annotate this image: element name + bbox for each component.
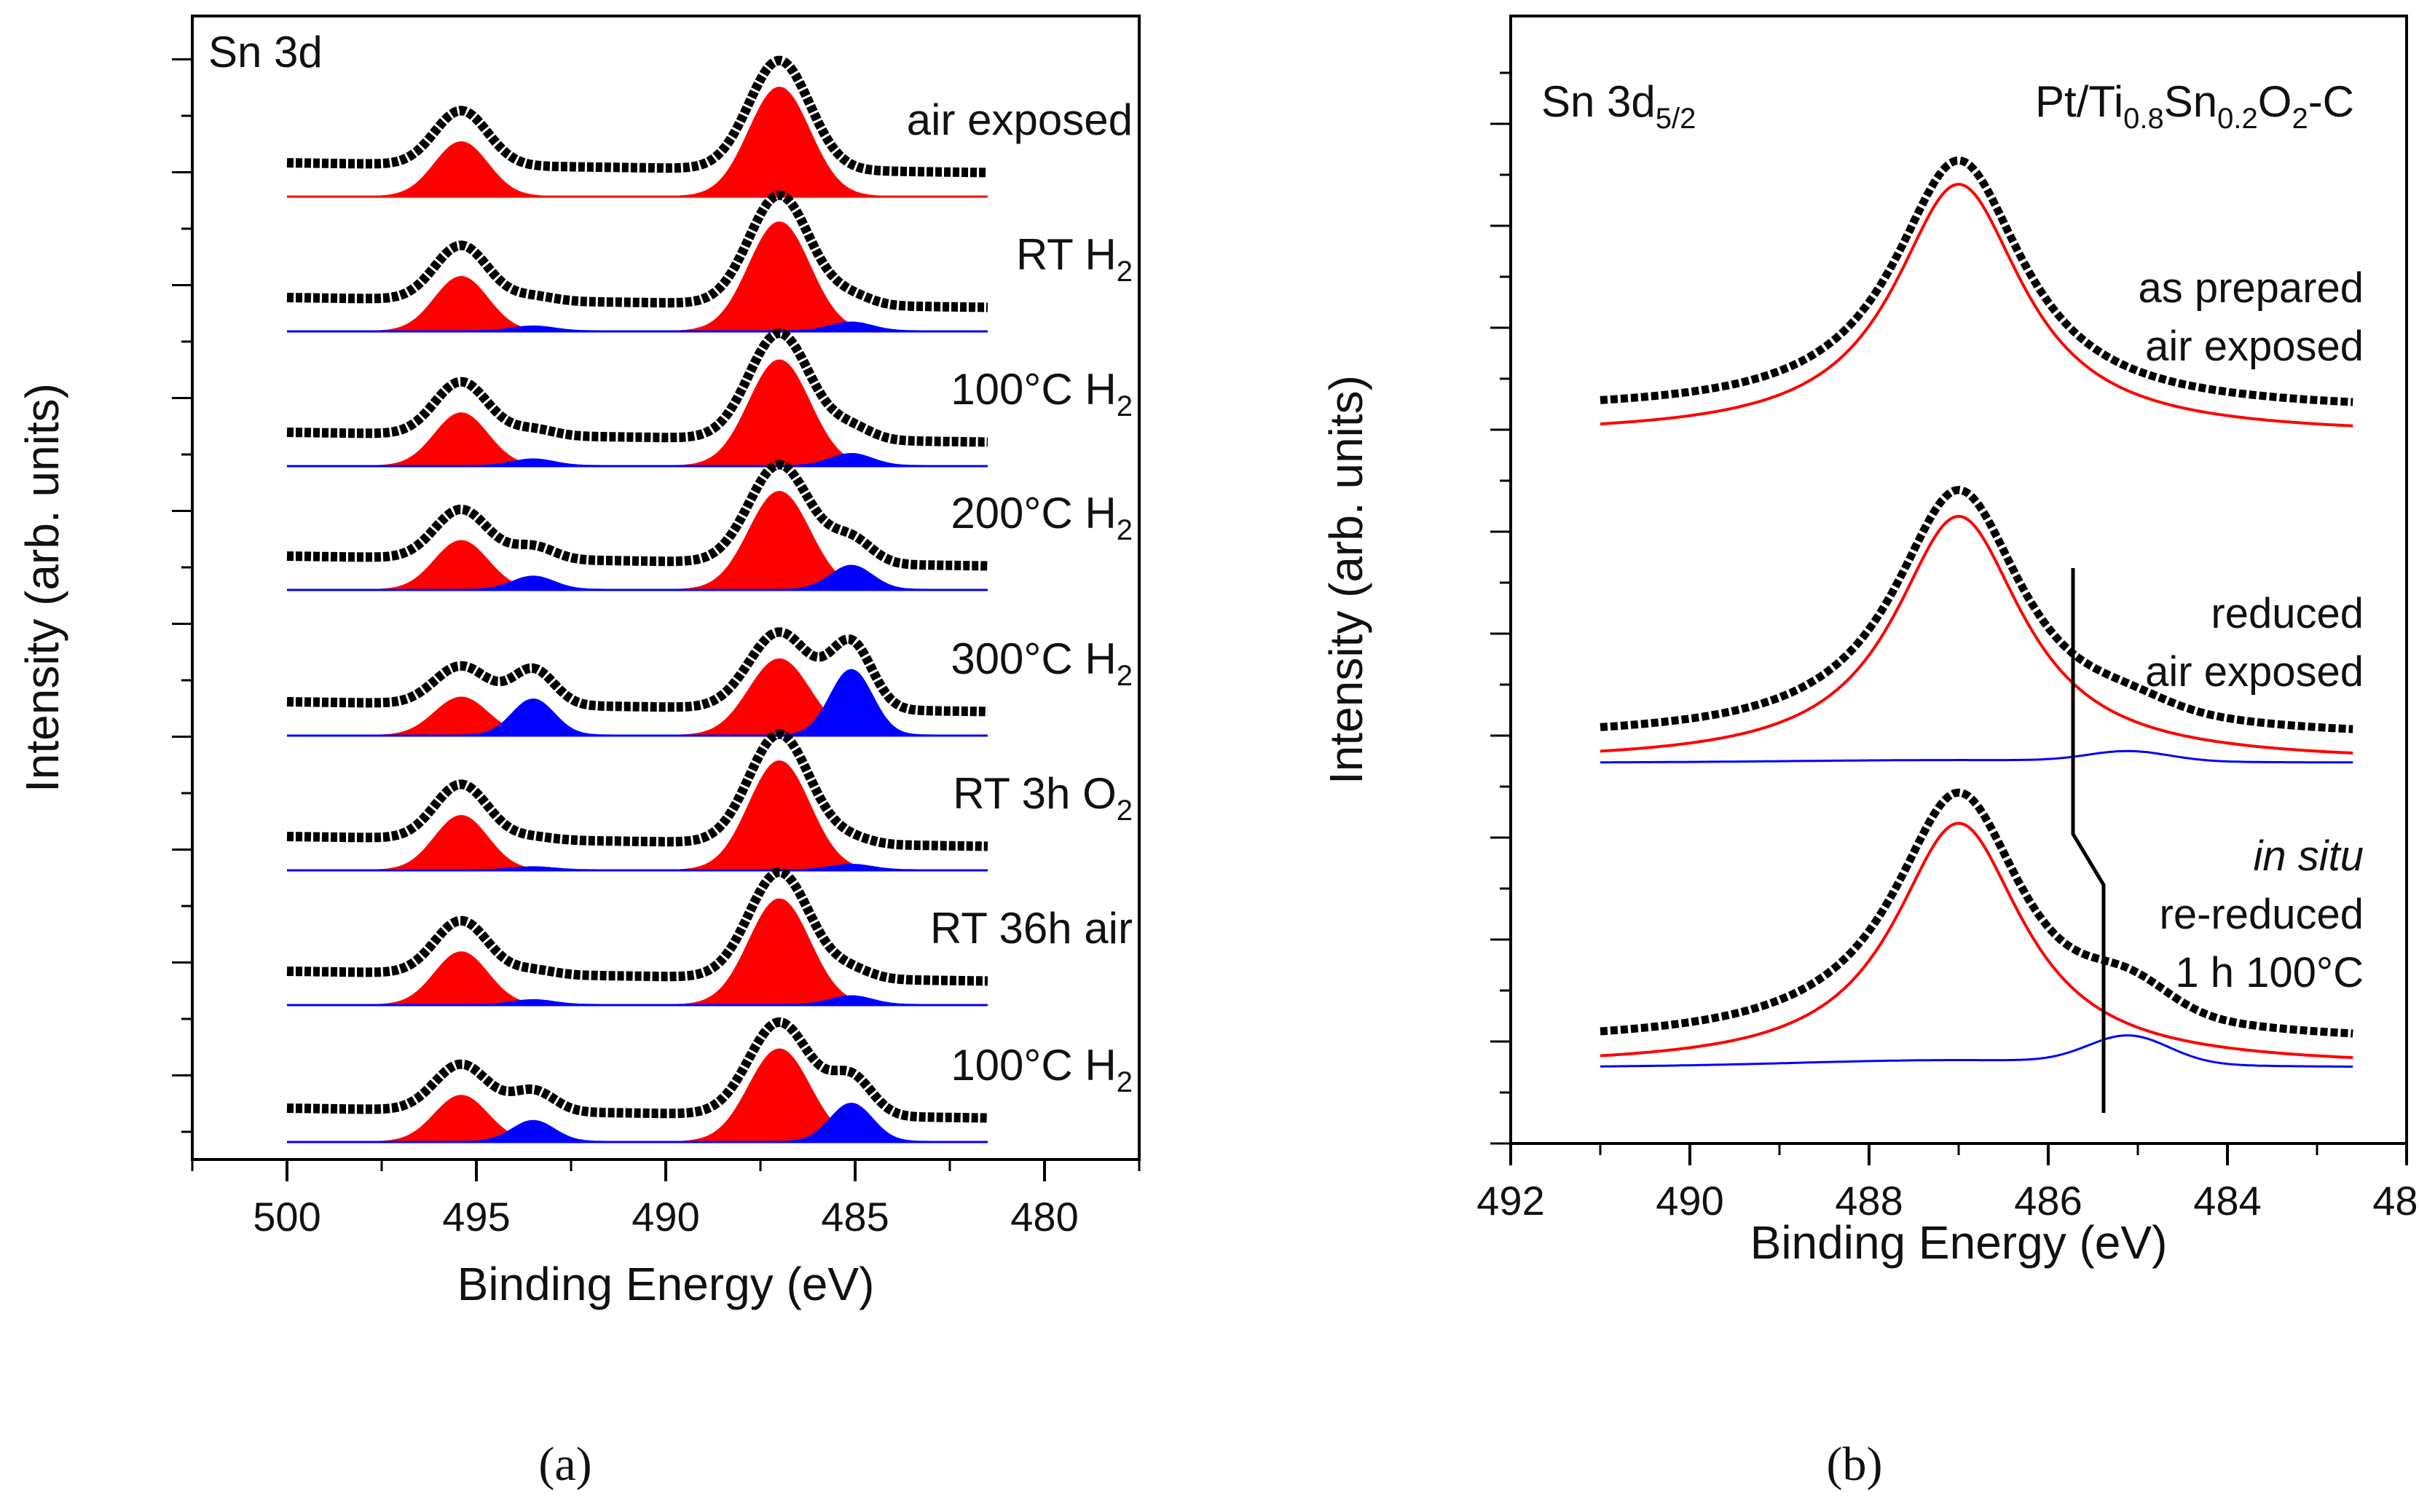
measured-spectrum — [285, 55, 990, 178]
measured-spectrum — [285, 190, 990, 312]
panel-b-x-ticks: 492 490 488 486 484 482 — [1476, 1143, 2419, 1224]
series-group — [285, 190, 990, 333]
series-group — [285, 1017, 990, 1143]
series-label: 300°C H2 — [951, 634, 1133, 692]
series-label-line: air exposed — [2145, 648, 2364, 696]
series-group — [1599, 788, 2354, 1068]
x-tick-label: 480 — [1010, 1194, 1078, 1240]
sn4-fit-curve — [1600, 822, 2353, 1060]
panel-b-title: Sn 3d5/2 — [1541, 77, 1696, 135]
panel-a-caption: (a) — [538, 1438, 591, 1491]
series-group — [285, 729, 990, 872]
panel-a-y-ticks — [172, 58, 192, 1133]
sn4-fit-curve — [1600, 182, 2353, 428]
panel-a-title: Sn 3d — [208, 28, 323, 76]
x-tick-label: 492 — [1476, 1178, 1544, 1224]
x-tick-label: 495 — [442, 1194, 510, 1240]
panel-a-series-labels: air exposed RT H2 100°C H2 200°C H2 300°C H2… — [907, 95, 1133, 1098]
series-label: RT 36h air — [930, 904, 1133, 953]
series-group — [285, 627, 990, 737]
x-tick-label: 500 — [253, 1194, 320, 1240]
series-group — [285, 867, 990, 1007]
panel-b-shift-guide-line — [2071, 568, 2106, 1113]
measured-spectrum — [285, 627, 990, 717]
sn4-component-fill — [287, 359, 988, 467]
series-label: air exposed — [907, 95, 1133, 144]
sn4-component-fill — [287, 760, 988, 871]
panel-a-x-ticks: 500 495 490 485 480 — [191, 1159, 1141, 1240]
x-tick-label: 484 — [2193, 1178, 2261, 1224]
panel-b-caption: (b) — [1827, 1438, 1883, 1491]
sn4-component-fill — [287, 1048, 988, 1143]
panel-a-y-axis-label: Intensity (arb. units) — [16, 383, 68, 792]
measured-spectrum — [285, 460, 990, 571]
panel-b-spectra — [1599, 156, 2354, 1068]
measured-spectrum — [285, 1017, 990, 1123]
x-tick-label: 488 — [1835, 1178, 1903, 1224]
series-group — [285, 55, 990, 198]
x-tick-label: 485 — [821, 1194, 889, 1240]
panel-b-sample-label: Pt/Ti0.8Sn0.2O2-C — [2035, 77, 2354, 135]
series-label-line: reduced — [2211, 590, 2364, 637]
series-label: 200°C H2 — [951, 489, 1133, 546]
series-label: RT 3h O2 — [953, 769, 1133, 827]
series-label-line: re-reduced — [2160, 891, 2364, 938]
series-group — [1599, 156, 2354, 428]
measured-spectrum — [1599, 788, 2354, 1038]
x-tick-label: 482 — [2372, 1178, 2419, 1224]
series-label-line: in situ — [2253, 832, 2364, 880]
sn4-component-fill — [287, 490, 988, 591]
series-label: RT H2 — [1016, 230, 1133, 288]
panel-b-y-axis-label: Intensity (arb. units) — [1320, 375, 1372, 784]
panel-b-series-labels: as prepared air exposed reduced air exposed… — [2138, 264, 2364, 996]
sn4-component-fill — [287, 221, 988, 332]
x-tick-label: 486 — [2014, 1178, 2082, 1224]
series-label: 100°C H2 — [951, 1041, 1133, 1098]
series-group — [1599, 486, 2354, 764]
series-group — [285, 460, 990, 591]
panel-a-x-axis-label: Binding Energy (eV) — [457, 1258, 875, 1310]
sn4-component-fill — [287, 898, 988, 1006]
x-tick-label: 490 — [632, 1194, 699, 1240]
measured-spectrum — [1599, 486, 2354, 733]
series-label-line: as prepared — [2138, 264, 2364, 312]
panel-a-chart: 500 495 490 485 480 air exposed RT H2 100°C H2… — [16, 15, 1141, 1491]
series-label-line: air exposed — [2145, 323, 2364, 370]
measured-spectrum — [1599, 156, 2354, 406]
sn2-component-fill — [287, 564, 988, 591]
sn4-component-fill — [287, 87, 988, 197]
sn2-fit-curve — [1600, 1034, 2353, 1068]
x-tick-label: 490 — [1656, 1178, 1723, 1224]
panel-a-frame — [191, 15, 1141, 1161]
panel-b-chart: 492 490 488 486 484 482 as prepared air expose… — [1320, 15, 2419, 1491]
measured-spectrum — [285, 867, 990, 986]
panel-b-x-axis-label: Binding Energy (eV) — [1750, 1216, 2168, 1269]
measured-spectrum — [285, 729, 990, 851]
panel-b-y-ticks — [1490, 71, 1511, 1145]
measured-spectrum — [285, 328, 990, 447]
series-group — [285, 328, 990, 468]
series-label-line: 1 h 100°C — [2175, 949, 2364, 996]
panel-a-spectra — [285, 55, 990, 1143]
series-label: 100°C H2 — [951, 365, 1133, 422]
sn4-fit-curve — [1600, 514, 2353, 755]
sn2-fit-curve — [1600, 749, 2353, 764]
